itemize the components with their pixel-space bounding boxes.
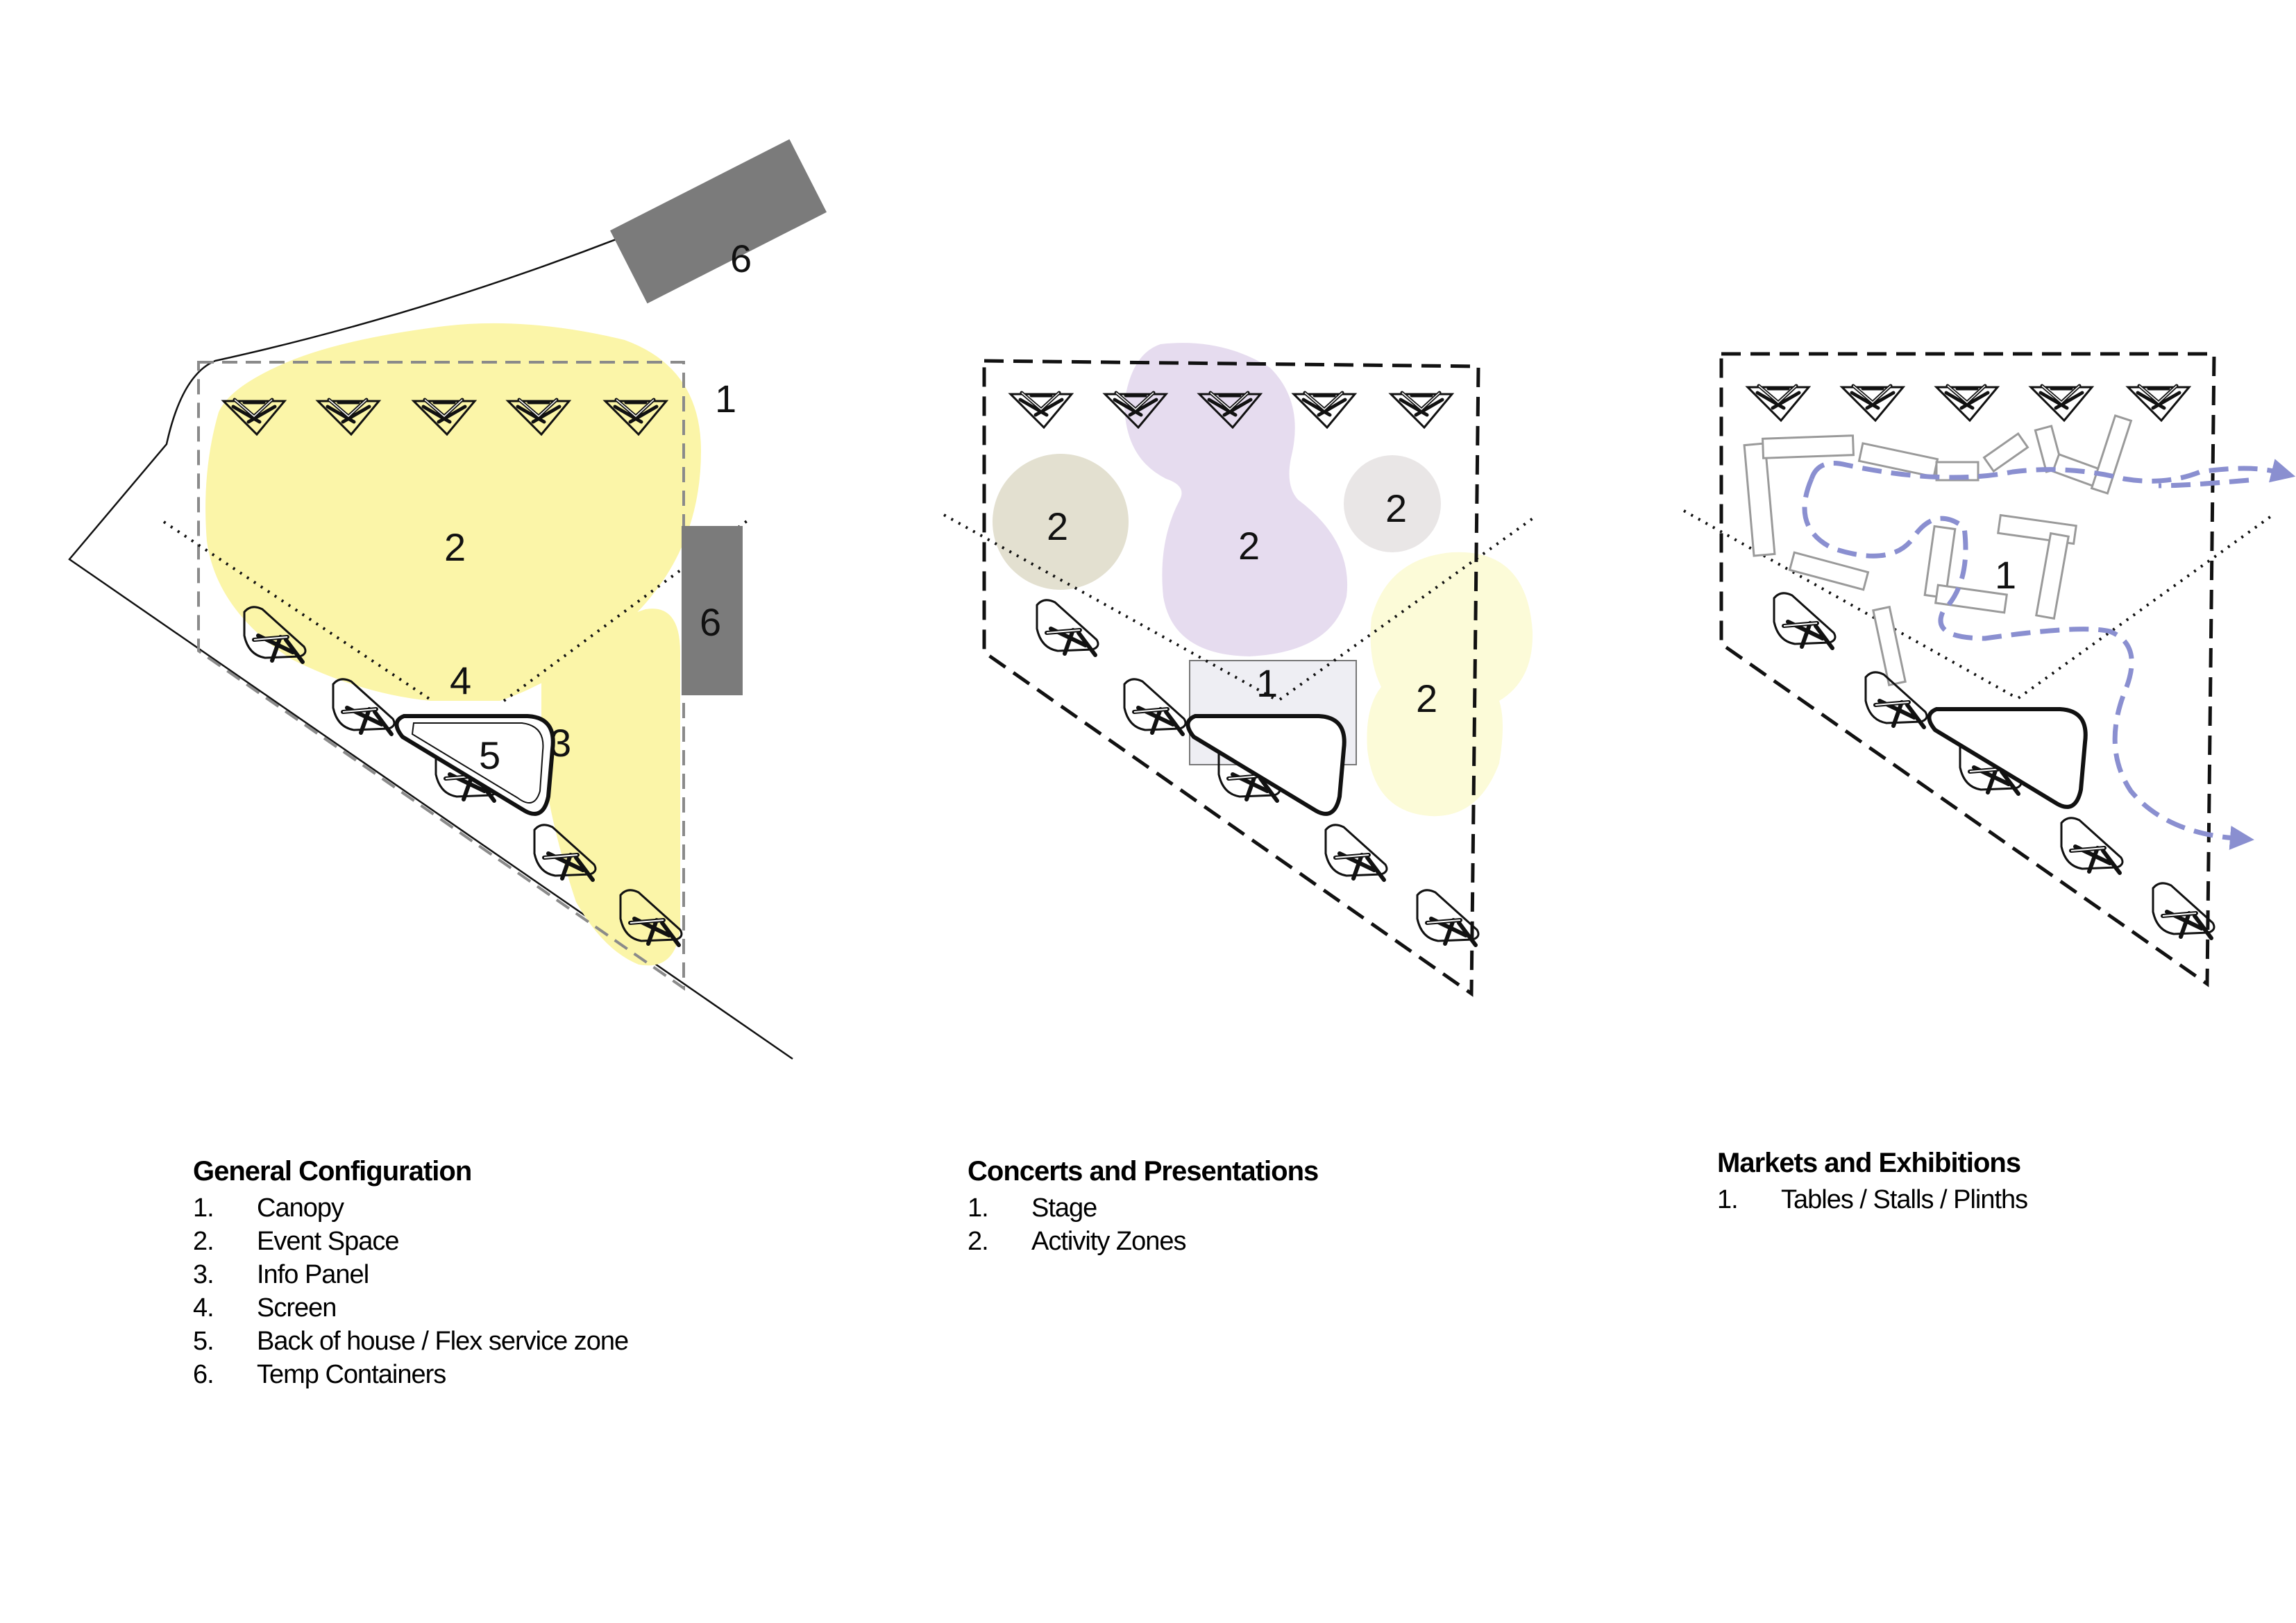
markets-panel: 1 xyxy=(1683,352,2296,987)
activity-zone-purple xyxy=(1124,343,1348,656)
legend-title: General Configuration xyxy=(193,1156,472,1187)
zone-label: 1 xyxy=(1995,553,2016,597)
event-space-zone xyxy=(205,323,701,702)
legend-title: Concerts and Presentations xyxy=(968,1156,1319,1187)
info-panel-zone xyxy=(541,609,680,966)
legend-item: 3. Info Panel xyxy=(193,1260,369,1289)
legend-item: 4. Screen xyxy=(193,1293,337,1323)
flow-arrow-icon xyxy=(1809,459,2296,484)
zone-label: 3 xyxy=(550,721,571,765)
legend-concerts: Concerts and Presentations 1. Stage 2. Act… xyxy=(968,1156,1319,1258)
zone-label: 1 xyxy=(715,377,736,420)
activity-zone-grey xyxy=(1344,455,1441,552)
legend-item: 1. Canopy xyxy=(193,1193,344,1223)
configuration-boundary xyxy=(982,359,1480,997)
zone-label: 4 xyxy=(450,658,471,702)
legend-item: 1. Tables / Stalls / Plinths xyxy=(1717,1185,2028,1214)
concerts-panel: 2 2 2 1 2 xyxy=(943,343,1535,997)
configuration-boundary xyxy=(1719,352,2216,987)
sightline-left xyxy=(1683,509,2018,699)
legend-item: 1. Stage xyxy=(968,1193,1097,1223)
sightline-left xyxy=(162,520,432,701)
stall-icon xyxy=(1743,414,2133,687)
container-icon xyxy=(610,139,827,304)
configuration-boundary xyxy=(197,361,685,991)
flow-path xyxy=(1802,477,2254,850)
activity-zone-pale-yellow xyxy=(1367,552,1533,817)
legend-item: 2. Activity Zones xyxy=(968,1227,1187,1256)
legend-item: 5. Back of house / Flex service zone xyxy=(193,1327,629,1356)
activity-zone-olive xyxy=(993,454,1129,590)
legend-item: 6. Temp Containers xyxy=(193,1360,446,1389)
zone-label: 2 xyxy=(1416,677,1437,720)
screen-icon xyxy=(394,714,555,816)
legend-general: General Configuration 1. Canopy 2. Event S… xyxy=(193,1156,629,1391)
zone-label: 2 xyxy=(444,525,466,569)
screen-icon xyxy=(1927,707,2088,809)
sightline-right xyxy=(2017,515,2272,699)
zone-label: 1 xyxy=(1256,661,1278,705)
zone-label: 6 xyxy=(730,237,752,280)
zone-label: 2 xyxy=(1385,486,1407,530)
zone-label: 6 xyxy=(700,600,721,644)
container-icon xyxy=(682,526,743,695)
zone-label: 2 xyxy=(1238,524,1260,568)
sightline-right xyxy=(503,518,751,702)
legend-item: 2. Event Space xyxy=(193,1227,399,1256)
zone-label: 5 xyxy=(479,733,500,777)
general-configuration-panel: 1 2 3 4 5 6 6 xyxy=(68,139,827,1060)
legend-markets: Markets and Exhibitions 1. Tables / Stall… xyxy=(1717,1148,2028,1216)
zone-label: 2 xyxy=(1047,504,1068,548)
legend-title: Markets and Exhibitions xyxy=(1717,1148,2021,1178)
flow-path xyxy=(2158,477,2249,488)
screen-icon xyxy=(1185,714,1347,816)
